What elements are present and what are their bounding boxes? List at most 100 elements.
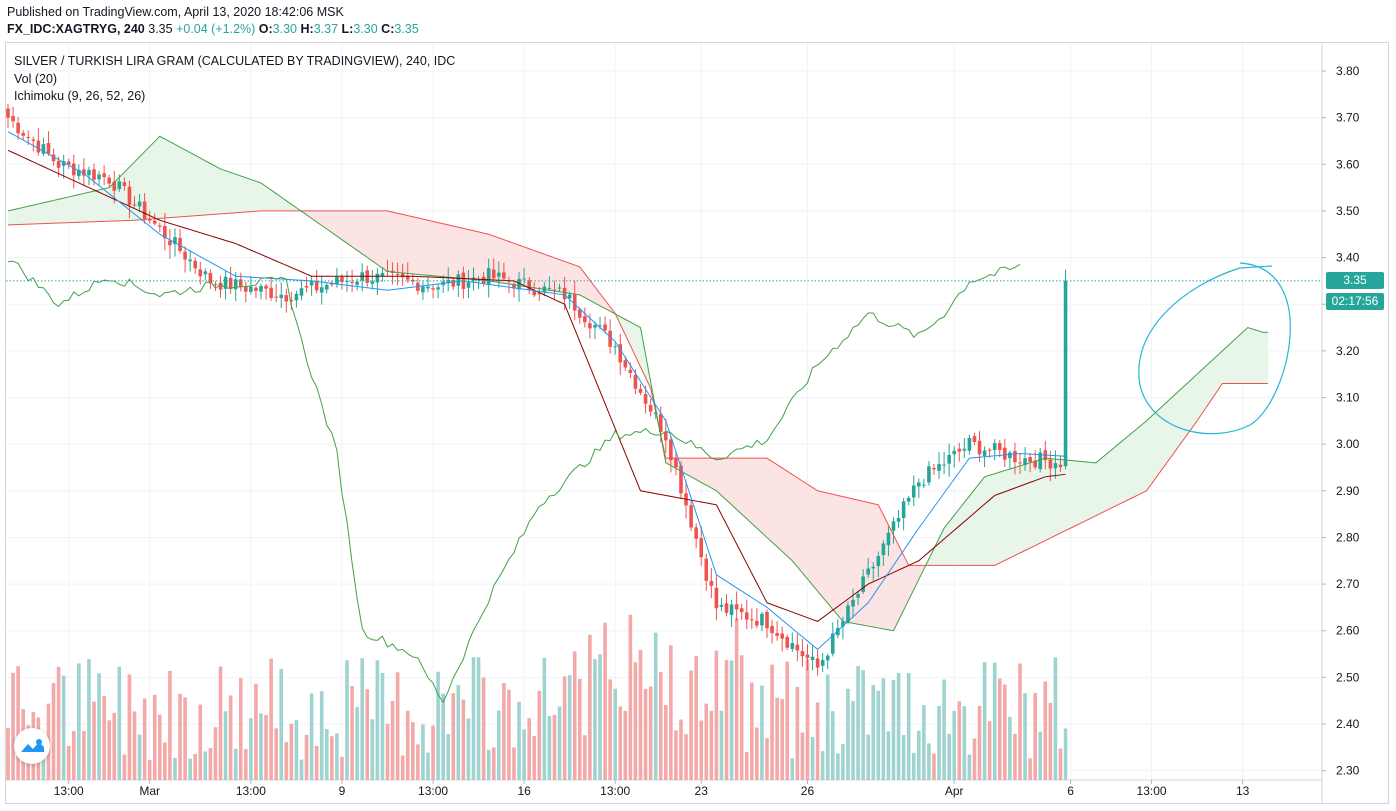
annotation-circle[interactable] <box>1138 262 1291 435</box>
candle-body <box>319 287 324 293</box>
volume-bar <box>906 673 911 780</box>
cloud-segment <box>427 219 434 277</box>
candle-body <box>254 287 258 291</box>
candle-body <box>289 300 294 302</box>
cloud-segment <box>78 193 85 223</box>
price-axis[interactable]: 3.803.703.603.503.403.303.203.103.002.90… <box>1322 64 1360 778</box>
candle-body <box>729 604 734 616</box>
volume-bar <box>390 701 395 780</box>
candle-body <box>962 448 967 451</box>
volume-bar <box>861 670 865 780</box>
cloud-segment <box>1019 463 1026 554</box>
volume-bar <box>527 718 531 780</box>
volume-bar <box>901 734 906 780</box>
volume-bar <box>173 757 177 780</box>
cloud-segment <box>964 495 970 566</box>
volume-bar <box>486 749 491 780</box>
volume-bar <box>51 683 56 780</box>
cloud-segment <box>442 223 449 278</box>
candle-body <box>21 132 25 136</box>
cloud-segment <box>255 180 262 212</box>
candle-body <box>269 287 273 299</box>
volume-bar <box>279 668 284 780</box>
candle-body <box>648 404 653 412</box>
volume-bar <box>82 730 86 780</box>
candle-body <box>26 136 31 138</box>
cloud-segment <box>731 457 737 511</box>
candle-body <box>724 603 729 613</box>
volume-bar <box>532 736 537 780</box>
candle-body <box>825 655 830 661</box>
cloud-segment <box>458 226 464 279</box>
volume-bar <box>218 666 223 780</box>
candle-body <box>279 294 284 299</box>
candle-body <box>562 288 567 300</box>
volume-bar <box>188 758 192 780</box>
candle-body <box>876 556 881 567</box>
candle-body <box>1063 280 1068 467</box>
candle-body <box>800 651 805 657</box>
candle-body <box>16 122 20 134</box>
volume-bar <box>724 660 729 780</box>
cloud-segment <box>1232 336 1238 384</box>
time-axis[interactable]: 13:00 Mar 13:00 9 13:00 16 13:00 23 26 Apr 6 13:00 1… <box>54 780 1250 798</box>
volume-bar <box>942 679 946 780</box>
volume-bar <box>911 752 916 780</box>
volume-bar <box>922 705 926 780</box>
tradingview-logo-icon[interactable] <box>14 728 50 764</box>
volume-bar <box>547 715 552 780</box>
candle-body <box>1003 447 1007 460</box>
volume-bar <box>507 689 511 780</box>
volume-bar <box>330 736 334 780</box>
candle-body <box>714 587 719 609</box>
cloud-segment <box>554 257 560 293</box>
volume-bar <box>355 706 359 780</box>
volume-bar <box>56 666 61 780</box>
last-price-tag: 3.35 <box>1326 272 1384 290</box>
cloud-segment <box>1029 460 1036 549</box>
volume-bar <box>755 727 759 780</box>
candle-body <box>593 325 597 328</box>
candle-body <box>815 658 820 668</box>
candle-body <box>679 465 683 494</box>
chart-legend: SILVER / TURKISH LIRA GRAM (CALCULATED B… <box>14 53 455 106</box>
candle-body <box>927 466 931 483</box>
cloud-segment <box>154 135 161 220</box>
candle-body <box>618 344 623 363</box>
cloud-segment <box>225 170 231 214</box>
cloud-segment <box>1131 428 1137 499</box>
candle-body <box>952 450 957 455</box>
candle-body <box>997 443 1002 450</box>
chart-frame <box>5 42 1389 804</box>
volume-bar <box>324 729 329 780</box>
cloud-segment <box>341 210 348 244</box>
cloud-segment <box>1055 458 1061 537</box>
published-text: Published on TradingView.com, April 13, … <box>7 5 344 19</box>
cloud-segment <box>1262 331 1269 384</box>
volume-bar <box>694 656 698 780</box>
candle-body <box>173 237 177 245</box>
candle-body <box>208 272 213 284</box>
cloud-segment <box>1034 459 1041 547</box>
candle-body <box>36 140 41 153</box>
cloud-segment <box>948 514 955 566</box>
volume-bar <box>411 722 415 780</box>
cloud-segment <box>1161 401 1168 471</box>
volume-bar <box>152 694 157 780</box>
candle-body <box>780 633 784 639</box>
volume-bar <box>562 676 567 780</box>
cloud-segment <box>159 135 166 219</box>
cloud-segment <box>736 457 743 515</box>
volume-bar <box>967 754 972 780</box>
volume-bar <box>375 660 380 780</box>
candle-body <box>901 501 906 519</box>
volume-bar <box>674 730 678 780</box>
volume-bar <box>709 710 714 780</box>
cloud-segment <box>1141 420 1147 494</box>
volume-bar <box>648 686 653 780</box>
volume-bar <box>213 727 218 780</box>
cloud-segment <box>984 474 990 566</box>
time-tick-label: 16 <box>517 784 531 798</box>
cloud-segment <box>827 492 834 611</box>
